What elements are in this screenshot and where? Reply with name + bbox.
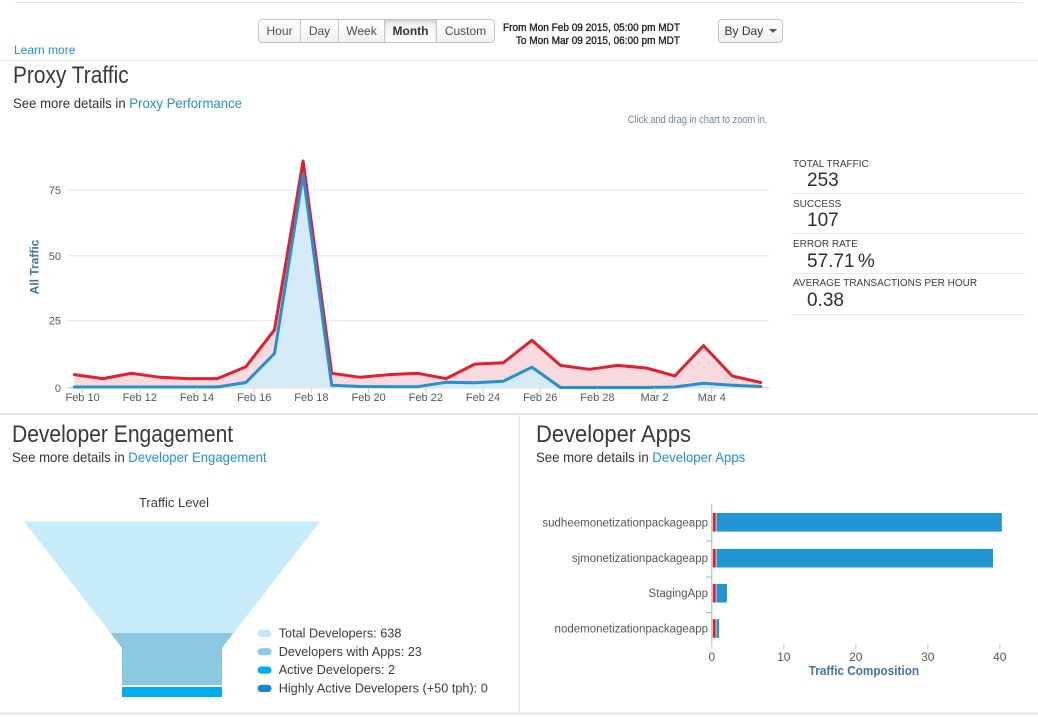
svg-text:Mar 2: Mar 2 bbox=[641, 392, 669, 404]
svg-text:0: 0 bbox=[708, 650, 715, 664]
svg-text:20: 20 bbox=[849, 650, 863, 664]
svg-text:Traffic Composition: Traffic Composition bbox=[809, 663, 919, 678]
svg-text:Highly Active Developers (+50: Highly Active Developers (+50 tph): 0 bbox=[279, 682, 488, 696]
svg-text:All Traffic: All Traffic bbox=[28, 239, 42, 294]
svg-text:Feb 18: Feb 18 bbox=[294, 392, 328, 404]
svg-text:sudheemonetizationpackageapp: sudheemonetizationpackageapp bbox=[542, 517, 708, 529]
svg-text:50: 50 bbox=[49, 251, 61, 263]
svg-text:Active Developers: 2: Active Developers: 2 bbox=[279, 663, 395, 677]
svg-text:Mar 4: Mar 4 bbox=[698, 392, 726, 404]
svg-text:75: 75 bbox=[49, 185, 61, 197]
svg-text:0: 0 bbox=[55, 383, 61, 395]
svg-text:Feb 14: Feb 14 bbox=[180, 392, 214, 404]
svg-text:Feb 24: Feb 24 bbox=[466, 392, 500, 404]
svg-text:Feb 22: Feb 22 bbox=[409, 392, 443, 404]
svg-text:Feb 20: Feb 20 bbox=[351, 392, 385, 404]
svg-text:Feb 10: Feb 10 bbox=[65, 392, 99, 404]
svg-text:StagingApp: StagingApp bbox=[649, 588, 708, 600]
svg-text:Feb 16: Feb 16 bbox=[237, 392, 271, 404]
svg-text:Feb 28: Feb 28 bbox=[580, 392, 614, 404]
svg-text:Feb 12: Feb 12 bbox=[123, 392, 157, 404]
svg-text:30: 30 bbox=[921, 650, 935, 664]
svg-text:Total Developers: 638: Total Developers: 638 bbox=[279, 627, 402, 641]
svg-text:10: 10 bbox=[777, 650, 791, 664]
svg-text:25: 25 bbox=[49, 316, 61, 328]
svg-text:Developers with Apps: 23: Developers with Apps: 23 bbox=[279, 645, 422, 659]
svg-text:Feb 26: Feb 26 bbox=[523, 392, 557, 404]
svg-text:sjmonetizationpackageapp: sjmonetizationpackageapp bbox=[572, 553, 708, 565]
svg-text:nodemonetizationpackageapp: nodemonetizationpackageapp bbox=[555, 624, 708, 636]
svg-text:40: 40 bbox=[993, 650, 1007, 664]
